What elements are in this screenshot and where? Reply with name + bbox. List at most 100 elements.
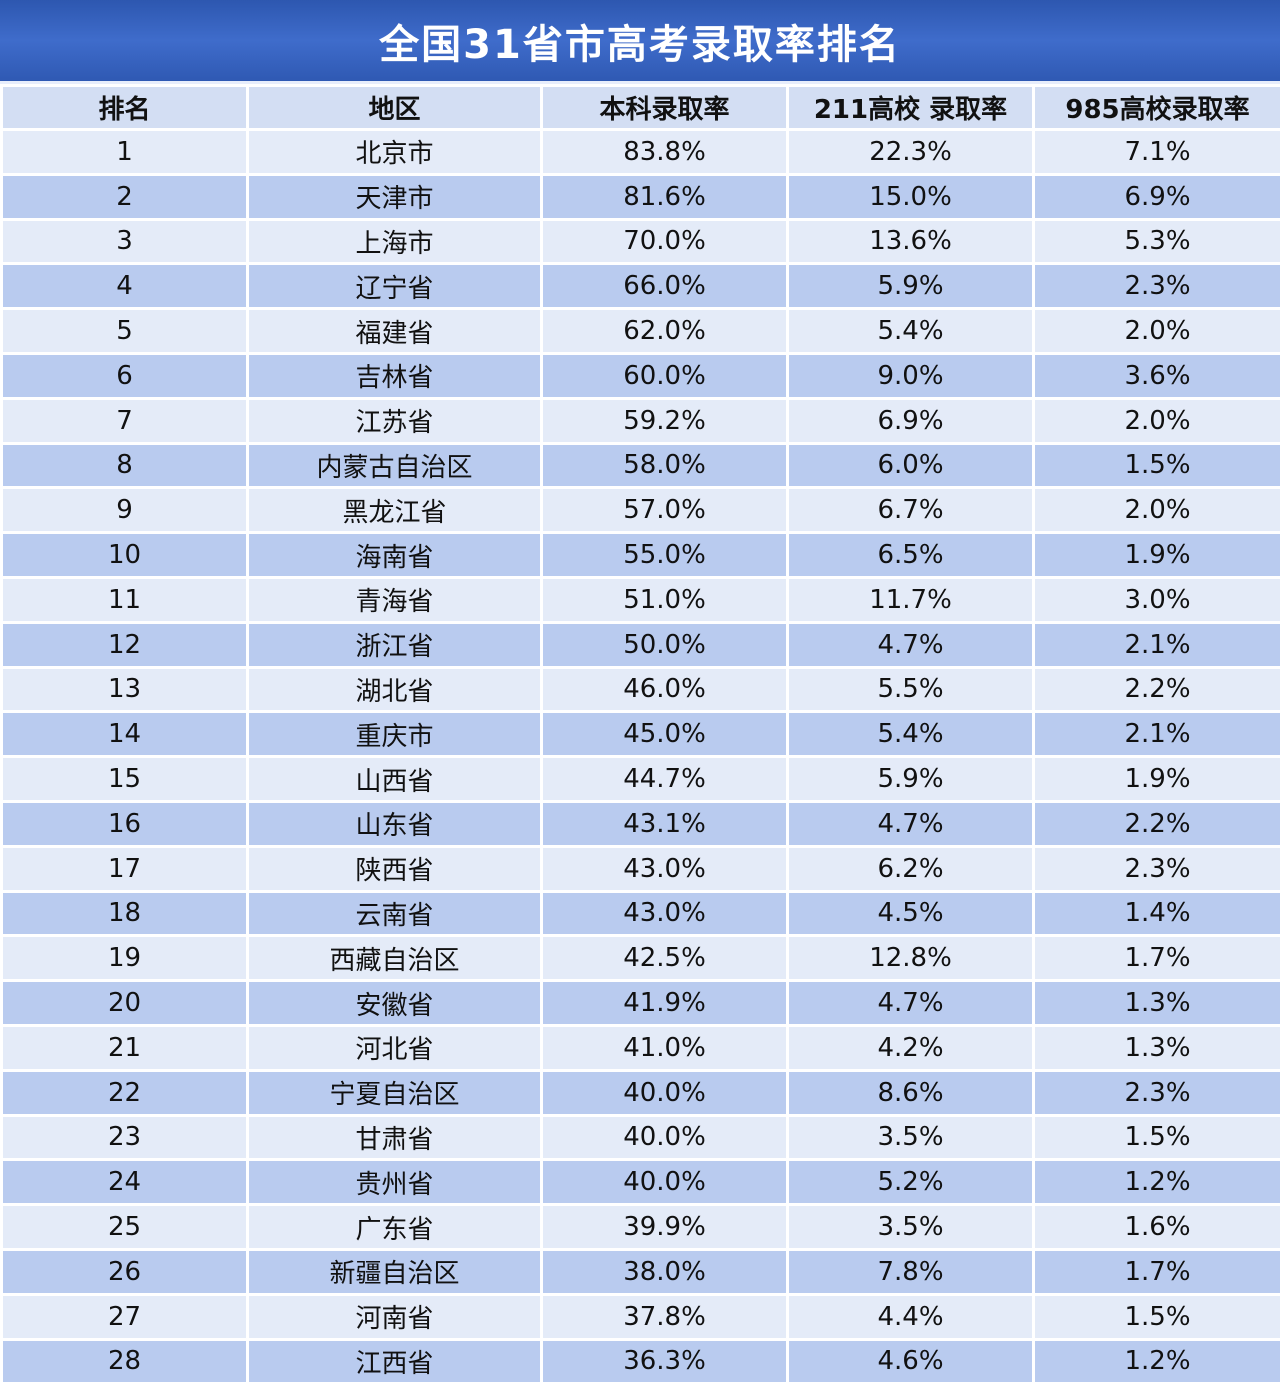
undergrad-rate-cell: 66.0% <box>540 262 789 311</box>
undergrad-rate-cell: 44.7% <box>540 755 789 803</box>
rate-211-cell: 6.9% <box>786 396 1035 445</box>
rate-211-cell: 4.5% <box>786 889 1035 938</box>
rank-cell: 13 <box>0 665 249 714</box>
title-banner: 全国31省市高考录取率排名 <box>0 0 1280 84</box>
rate-985-cell: 1.7% <box>1032 1247 1280 1296</box>
table-row: 6 吉林省 60.0% 9.0% 3.6% <box>0 351 1280 400</box>
rate-211-cell: 5.9% <box>786 755 1035 803</box>
rate-211-cell: 9.0% <box>786 351 1035 400</box>
rate-985-cell: 2.0% <box>1032 307 1280 355</box>
table-row: 16 山东省 43.1% 4.7% 2.2% <box>0 799 1280 848</box>
undergrad-rate-cell: 38.0% <box>540 1247 789 1296</box>
undergrad-rate-cell: 40.0% <box>540 1158 789 1207</box>
rate-211-cell: 4.7% <box>786 620 1035 669</box>
undergrad-rate-cell: 43.1% <box>540 799 789 848</box>
rank-cell: 12 <box>0 620 249 669</box>
rank-cell: 25 <box>0 1203 249 1251</box>
table-row: 11 青海省 51.0% 11.7% 3.0% <box>0 575 1280 624</box>
table-row: 13 湖北省 46.0% 5.5% 2.2% <box>0 665 1280 714</box>
table-row: 15 山西省 44.7% 5.9% 1.9% <box>0 755 1280 803</box>
region-cell: 辽宁省 <box>246 262 543 311</box>
rate-985-cell: 1.5% <box>1032 1292 1280 1341</box>
rate-985-cell: 2.0% <box>1032 396 1280 445</box>
undergrad-rate-cell: 70.0% <box>540 217 789 266</box>
rank-cell: 2 <box>0 172 249 221</box>
region-cell: 黑龙江省 <box>246 486 543 535</box>
undergrad-rate-cell: 83.8% <box>540 128 789 176</box>
table-row: 9 黑龙江省 57.0% 6.7% 2.0% <box>0 486 1280 535</box>
region-cell: 山西省 <box>246 755 543 803</box>
rank-cell: 6 <box>0 351 249 400</box>
table-row: 26 新疆自治区 38.0% 7.8% 1.7% <box>0 1247 1280 1296</box>
rate-211-cell: 6.0% <box>786 441 1035 490</box>
rate-211-cell: 5.9% <box>786 262 1035 311</box>
region-cell: 陕西省 <box>246 844 543 893</box>
table-row: 20 安徽省 41.9% 4.7% 1.3% <box>0 979 1280 1027</box>
rate-985-cell: 6.9% <box>1032 172 1280 221</box>
rate-985-cell: 1.9% <box>1032 531 1280 579</box>
rate-985-cell: 5.3% <box>1032 217 1280 266</box>
table-row: 25 广东省 39.9% 3.5% 1.6% <box>0 1203 1280 1251</box>
region-cell: 海南省 <box>246 531 543 579</box>
rank-cell: 17 <box>0 844 249 893</box>
rank-cell: 26 <box>0 1247 249 1296</box>
header-undergrad-rate: 本科录取率 <box>540 84 789 131</box>
rate-211-cell: 6.2% <box>786 844 1035 893</box>
rank-cell: 5 <box>0 307 249 355</box>
region-cell: 天津市 <box>246 172 543 221</box>
region-cell: 贵州省 <box>246 1158 543 1207</box>
table-row: 8 内蒙古自治区 58.0% 6.0% 1.5% <box>0 441 1280 490</box>
region-cell: 上海市 <box>246 217 543 266</box>
region-cell: 湖北省 <box>246 665 543 714</box>
undergrad-rate-cell: 41.0% <box>540 1023 789 1072</box>
table-row: 27 河南省 37.8% 4.4% 1.5% <box>0 1292 1280 1341</box>
table-row: 19 西藏自治区 42.5% 12.8% 1.7% <box>0 934 1280 983</box>
undergrad-rate-cell: 50.0% <box>540 620 789 669</box>
table-row: 24 贵州省 40.0% 5.2% 1.2% <box>0 1158 1280 1207</box>
header-985-rate: 985高校录取率 <box>1032 84 1280 131</box>
rank-cell: 21 <box>0 1023 249 1072</box>
ranking-table: 排名 地区 本科录取率 211高校 录取率 985高校录取率 1 北京市 83.8%… <box>0 84 1280 1384</box>
rank-cell: 10 <box>0 531 249 579</box>
header-region: 地区 <box>246 84 543 131</box>
table-row: 22 宁夏自治区 40.0% 8.6% 2.3% <box>0 1068 1280 1117</box>
table-row: 12 浙江省 50.0% 4.7% 2.1% <box>0 620 1280 669</box>
region-cell: 甘肃省 <box>246 1113 543 1162</box>
rate-985-cell: 2.3% <box>1032 844 1280 893</box>
region-cell: 宁夏自治区 <box>246 1068 543 1117</box>
rate-985-cell: 1.5% <box>1032 1113 1280 1162</box>
rate-211-cell: 4.2% <box>786 1023 1035 1072</box>
table-row: 3 上海市 70.0% 13.6% 5.3% <box>0 217 1280 266</box>
undergrad-rate-cell: 40.0% <box>540 1113 789 1162</box>
undergrad-rate-cell: 58.0% <box>540 441 789 490</box>
rate-211-cell: 22.3% <box>786 128 1035 176</box>
region-cell: 吉林省 <box>246 351 543 400</box>
rate-985-cell: 7.1% <box>1032 128 1280 176</box>
rate-211-cell: 4.6% <box>786 1337 1035 1384</box>
rate-211-cell: 7.8% <box>786 1247 1035 1296</box>
region-cell: 河北省 <box>246 1023 543 1072</box>
table-row: 14 重庆市 45.0% 5.4% 2.1% <box>0 710 1280 759</box>
rate-985-cell: 3.0% <box>1032 575 1280 624</box>
rank-cell: 8 <box>0 441 249 490</box>
rate-211-cell: 4.7% <box>786 799 1035 848</box>
rate-211-cell: 6.5% <box>786 531 1035 579</box>
region-cell: 西藏自治区 <box>246 934 543 983</box>
rate-211-cell: 15.0% <box>786 172 1035 221</box>
undergrad-rate-cell: 46.0% <box>540 665 789 714</box>
region-cell: 青海省 <box>246 575 543 624</box>
rank-cell: 15 <box>0 755 249 803</box>
rank-cell: 22 <box>0 1068 249 1117</box>
rate-211-cell: 4.7% <box>786 979 1035 1027</box>
rate-985-cell: 1.6% <box>1032 1203 1280 1251</box>
region-cell: 浙江省 <box>246 620 543 669</box>
table-row: 18 云南省 43.0% 4.5% 1.4% <box>0 889 1280 938</box>
undergrad-rate-cell: 37.8% <box>540 1292 789 1341</box>
rank-cell: 19 <box>0 934 249 983</box>
rate-985-cell: 1.4% <box>1032 889 1280 938</box>
rank-cell: 1 <box>0 128 249 176</box>
rate-985-cell: 2.0% <box>1032 486 1280 535</box>
rank-cell: 3 <box>0 217 249 266</box>
rate-211-cell: 6.7% <box>786 486 1035 535</box>
undergrad-rate-cell: 41.9% <box>540 979 789 1027</box>
